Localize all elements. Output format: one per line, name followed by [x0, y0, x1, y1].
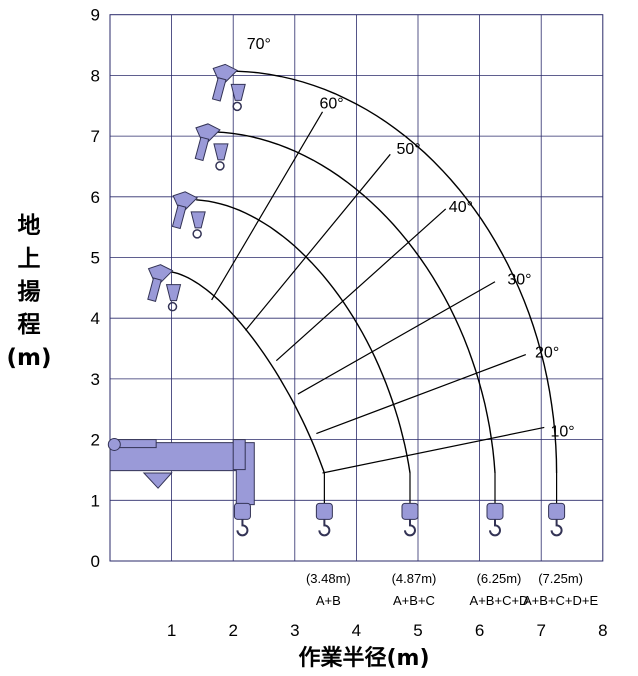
angle-label: 40° [449, 199, 473, 216]
hook-block [213, 143, 229, 161]
y-tick-label: 4 [91, 309, 100, 328]
angle-label: 30° [507, 272, 531, 289]
hook-block [233, 502, 251, 520]
x-tick-label: 7 [536, 621, 545, 640]
angle-ray [297, 281, 496, 395]
x-tick-label: 4 [352, 621, 361, 640]
section-radius-label: (6.25m) [477, 571, 522, 586]
section-config-label: A+B+C [393, 593, 435, 608]
angle-label: 20° [535, 345, 559, 362]
angle-label: 60° [319, 96, 343, 113]
hook [215, 161, 225, 171]
y-axis-title-char: 揚 [17, 279, 41, 305]
angle-label: 50° [396, 141, 420, 158]
hook-block [401, 502, 419, 520]
section-config-label: A+B+C+D [470, 593, 529, 608]
y-tick-label: 0 [91, 552, 100, 571]
x-tick-label: 6 [475, 621, 484, 640]
y-tick-label: 1 [91, 491, 100, 510]
hook [318, 519, 331, 537]
section-config-label: A+B+C+D+E [523, 593, 598, 608]
y-axis-title-char: 程 [17, 312, 41, 338]
section-config-label: A+B [316, 593, 341, 608]
section-radius-label: (4.87m) [392, 571, 437, 586]
angle-label: 10° [550, 423, 574, 440]
hook [550, 519, 563, 537]
y-tick-label: 3 [91, 370, 100, 389]
boom-section [211, 77, 227, 102]
y-axis-title-char: 上 [17, 246, 41, 272]
y-axis-title: 地 上 揚 程 (m) [6, 210, 52, 375]
hook-block [315, 502, 333, 520]
crane-base-wheel [107, 437, 121, 451]
envelope-curve [168, 270, 326, 474]
angle-ray [275, 208, 447, 362]
working-range-curves [168, 70, 558, 504]
crane-illustration [107, 63, 255, 506]
hook [403, 519, 416, 537]
crane-base-top [115, 439, 157, 449]
y-tick-label: 8 [91, 66, 100, 85]
angle-ray [322, 426, 545, 474]
y-tick-label: 5 [91, 249, 100, 268]
y-axis-title-unit: (m) [6, 345, 52, 371]
angle-label: 70° [247, 36, 271, 53]
hook-block [230, 83, 246, 101]
x-tick-label: 5 [413, 621, 422, 640]
x-tick-label: 2 [228, 621, 237, 640]
section-radius-label: (3.48m) [306, 571, 351, 586]
hook-block [165, 284, 182, 302]
y-tick-label: 2 [91, 431, 100, 450]
y-tick-label: 6 [91, 188, 100, 207]
angle-ray [245, 153, 391, 331]
angle-ray [211, 111, 324, 301]
envelope-curve [236, 70, 558, 474]
hook [489, 519, 501, 537]
y-tick-label: 7 [91, 127, 100, 146]
hook [192, 229, 202, 239]
crane-outrigger [142, 472, 173, 489]
angle-ray [316, 354, 527, 435]
envelope-curve [214, 131, 496, 474]
y-axis-title-char: 地 [17, 213, 41, 239]
hook [232, 101, 242, 112]
x-tick-label: 8 [598, 621, 607, 640]
crane-turret [232, 439, 246, 471]
hook-block [486, 502, 504, 520]
hook-block [548, 502, 566, 520]
hook [236, 519, 249, 537]
boom-section [147, 277, 162, 302]
y-tick-label: 9 [91, 6, 100, 25]
labels: 0 1 2 3 4 5 6 7 8 9 1 2 3 4 5 6 7 8 70° 60° 50° 40° 30° 20° 10° (… [91, 6, 608, 640]
section-radius-label: (7.25m) [538, 571, 583, 586]
x-axis-title: 作業半径(m) [298, 646, 430, 671]
x-tick-label: 3 [290, 621, 299, 640]
hook-block [190, 211, 206, 229]
x-tick-label: 1 [167, 621, 176, 640]
hooks [233, 502, 566, 537]
boom-section [194, 136, 210, 162]
boom-section [171, 204, 187, 230]
hook [167, 301, 178, 312]
